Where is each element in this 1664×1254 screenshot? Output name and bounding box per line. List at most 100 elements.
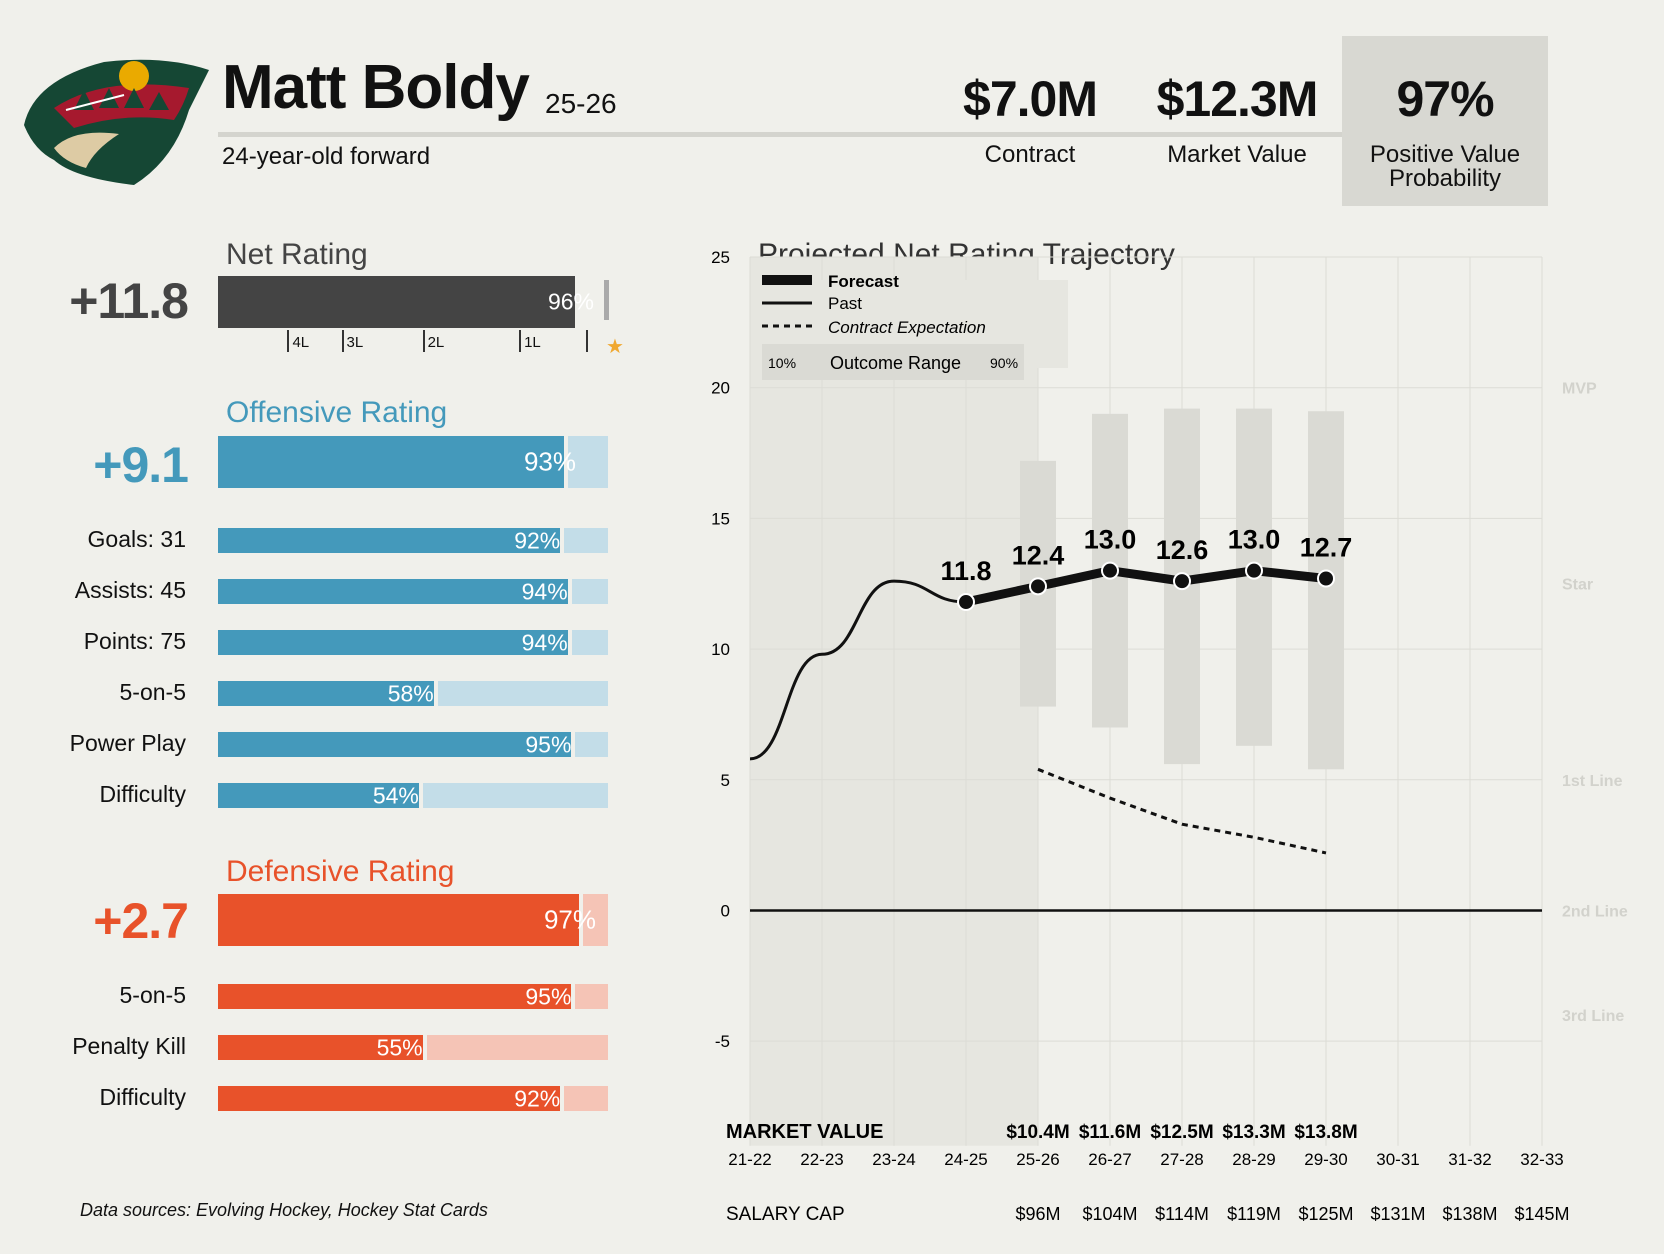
offense-row-tail-2 xyxy=(571,630,608,655)
market-value-6: $12.5M xyxy=(1150,1122,1213,1143)
net-rating-tail xyxy=(604,280,609,320)
offense-row-tail-4 xyxy=(575,732,608,757)
forecast-point-8 xyxy=(1317,569,1335,588)
tier-label-3: 2nd Line xyxy=(1562,903,1628,920)
x-tick-label-7: 28-29 xyxy=(1232,1150,1275,1169)
defense-row-tail-2 xyxy=(564,1086,608,1111)
offense-row-pct-1: 94% xyxy=(521,578,568,604)
defense-row-label-0: 5-on-5 xyxy=(119,982,186,1008)
offensive-rating-track: 93% xyxy=(218,436,612,488)
offense-row-pct-0: 92% xyxy=(514,527,561,553)
y-tick-label-5: 20 xyxy=(711,379,730,398)
x-tick-label-2: 23-24 xyxy=(872,1150,915,1169)
salary-cap-9: $131M xyxy=(1370,1204,1425,1224)
defense-row-track-0: 95% xyxy=(218,983,612,1009)
market-value-7: $13.3M xyxy=(1222,1122,1285,1143)
offense-row-bar-3 xyxy=(218,681,434,706)
y-tick-label-3: 10 xyxy=(711,640,730,659)
offense-row-track-2: 94% xyxy=(218,629,612,655)
positive-value-box xyxy=(1342,36,1548,206)
offense-row-track-0: 92% xyxy=(218,527,612,553)
x-tick-label-1: 22-23 xyxy=(800,1150,843,1169)
net-tick-3: 1L xyxy=(519,330,541,352)
salary-cap-4: $96M xyxy=(1015,1204,1060,1224)
tier-label-0: MVP xyxy=(1562,381,1597,398)
net-rating-pct: 96% xyxy=(547,288,594,315)
offense-row-track-3: 58% xyxy=(218,680,612,706)
y-tick-label-6: 25 xyxy=(711,250,730,267)
legend-p90-label: 90% xyxy=(990,355,1018,371)
salary-cap-11: $145M xyxy=(1514,1204,1569,1224)
tier-label-4: 3rd Line xyxy=(1562,1008,1624,1025)
defensive-rating-pct: 97% xyxy=(543,904,596,935)
season-label: 25-26 xyxy=(545,88,617,119)
offense-row-label-1: Assists: 45 xyxy=(74,577,186,603)
offense-row-tail-1 xyxy=(571,579,608,604)
offensive-rating-bar xyxy=(218,436,564,488)
offense-row-pct-5: 54% xyxy=(372,782,419,808)
y-tick-label-0: -5 xyxy=(715,1032,730,1051)
forecast-label-8: 12.7 xyxy=(1300,533,1353,563)
contract-expectation-line xyxy=(1037,767,1327,855)
offense-row-bar-4 xyxy=(218,732,572,757)
defense-row-track-2: 92% xyxy=(218,1085,612,1111)
defense-row-bar-0 xyxy=(218,984,572,1009)
defense-row-bar-1 xyxy=(218,1035,423,1060)
forecast-point-4 xyxy=(1029,577,1047,596)
forecast-point-3 xyxy=(957,593,975,612)
y-tick-label-1: 0 xyxy=(721,901,730,920)
x-tick-label-8: 29-30 xyxy=(1304,1150,1347,1169)
x-tick-label-4: 25-26 xyxy=(1016,1150,1059,1169)
x-tick-label-0: 21-22 xyxy=(728,1150,771,1169)
offense-row-pct-2: 94% xyxy=(521,629,568,655)
defense-row-pct-1: 55% xyxy=(376,1034,423,1060)
forecast-point-5 xyxy=(1101,561,1119,580)
market-value-5: $11.6M xyxy=(1079,1122,1141,1143)
offense-row-track-4: 95% xyxy=(218,731,612,757)
legend-past-label: Past xyxy=(828,294,862,313)
y-tick-label-4: 15 xyxy=(711,509,730,528)
net-rating-bar xyxy=(218,276,576,328)
defensive-rating-tail xyxy=(582,894,608,946)
forecast-point-6 xyxy=(1173,572,1191,591)
offense-row-bar-1 xyxy=(218,579,568,604)
x-tick-label-10: 31-32 xyxy=(1448,1150,1491,1169)
team-logo xyxy=(24,59,209,185)
defensive-rating-value: +2.7 xyxy=(93,893,189,949)
header-divider xyxy=(218,132,1548,137)
offensive-rating-pct: 93% xyxy=(523,446,576,477)
player-name: Matt Boldy xyxy=(222,53,530,122)
offense-row-bar-2 xyxy=(218,630,568,655)
outcome-range-4 xyxy=(1308,411,1344,770)
defensive-rating-bar xyxy=(218,894,579,946)
forecast-label-6: 12.6 xyxy=(1156,535,1209,565)
net-rating-track: 96% xyxy=(218,276,612,328)
positive-value-pct: 97% xyxy=(1396,71,1494,127)
trajectory-chart: -5 0 5 10 15 20 25 MVP Star 1st Line 2nd Line 3rd L… xyxy=(711,250,1628,1225)
offense-row-tail-3 xyxy=(437,681,608,706)
offense-row-label-3: 5-on-5 xyxy=(119,679,186,705)
forecast-label-7: 13.0 xyxy=(1228,525,1281,555)
offense-row-track-1: 94% xyxy=(218,578,612,604)
tier-label-1: Star xyxy=(1562,577,1593,594)
offense-row-tail-0 xyxy=(564,528,608,553)
past-line xyxy=(749,579,967,761)
defense-row-label-1: Penalty Kill xyxy=(72,1033,186,1059)
player-subtitle: 24-year-old forward xyxy=(222,143,431,170)
forecast-point-7 xyxy=(1245,561,1263,580)
defense-row-track-1: 55% xyxy=(218,1034,612,1060)
net-tick-0: 4L xyxy=(287,330,309,352)
offense-row-tail-5 xyxy=(422,783,608,808)
contract-label: Contract xyxy=(984,141,1076,168)
star-icon: ★ xyxy=(606,336,624,358)
defense-row-pct-0: 95% xyxy=(525,983,572,1009)
salary-cap-5: $104M xyxy=(1082,1204,1137,1224)
defensive-rating-title: Defensive Rating xyxy=(226,855,455,888)
legend-contract-label: Contract Expectation xyxy=(828,318,986,337)
legend-p10-label: 10% xyxy=(768,355,796,371)
salary-cap-7: $119M xyxy=(1227,1204,1281,1224)
tier-label-2: 1st Line xyxy=(1562,773,1623,790)
market-value-label: Market Value xyxy=(1167,141,1307,168)
x-tick-label-6: 27-28 xyxy=(1160,1150,1203,1169)
legend-range-label: Outcome Range xyxy=(830,353,961,373)
